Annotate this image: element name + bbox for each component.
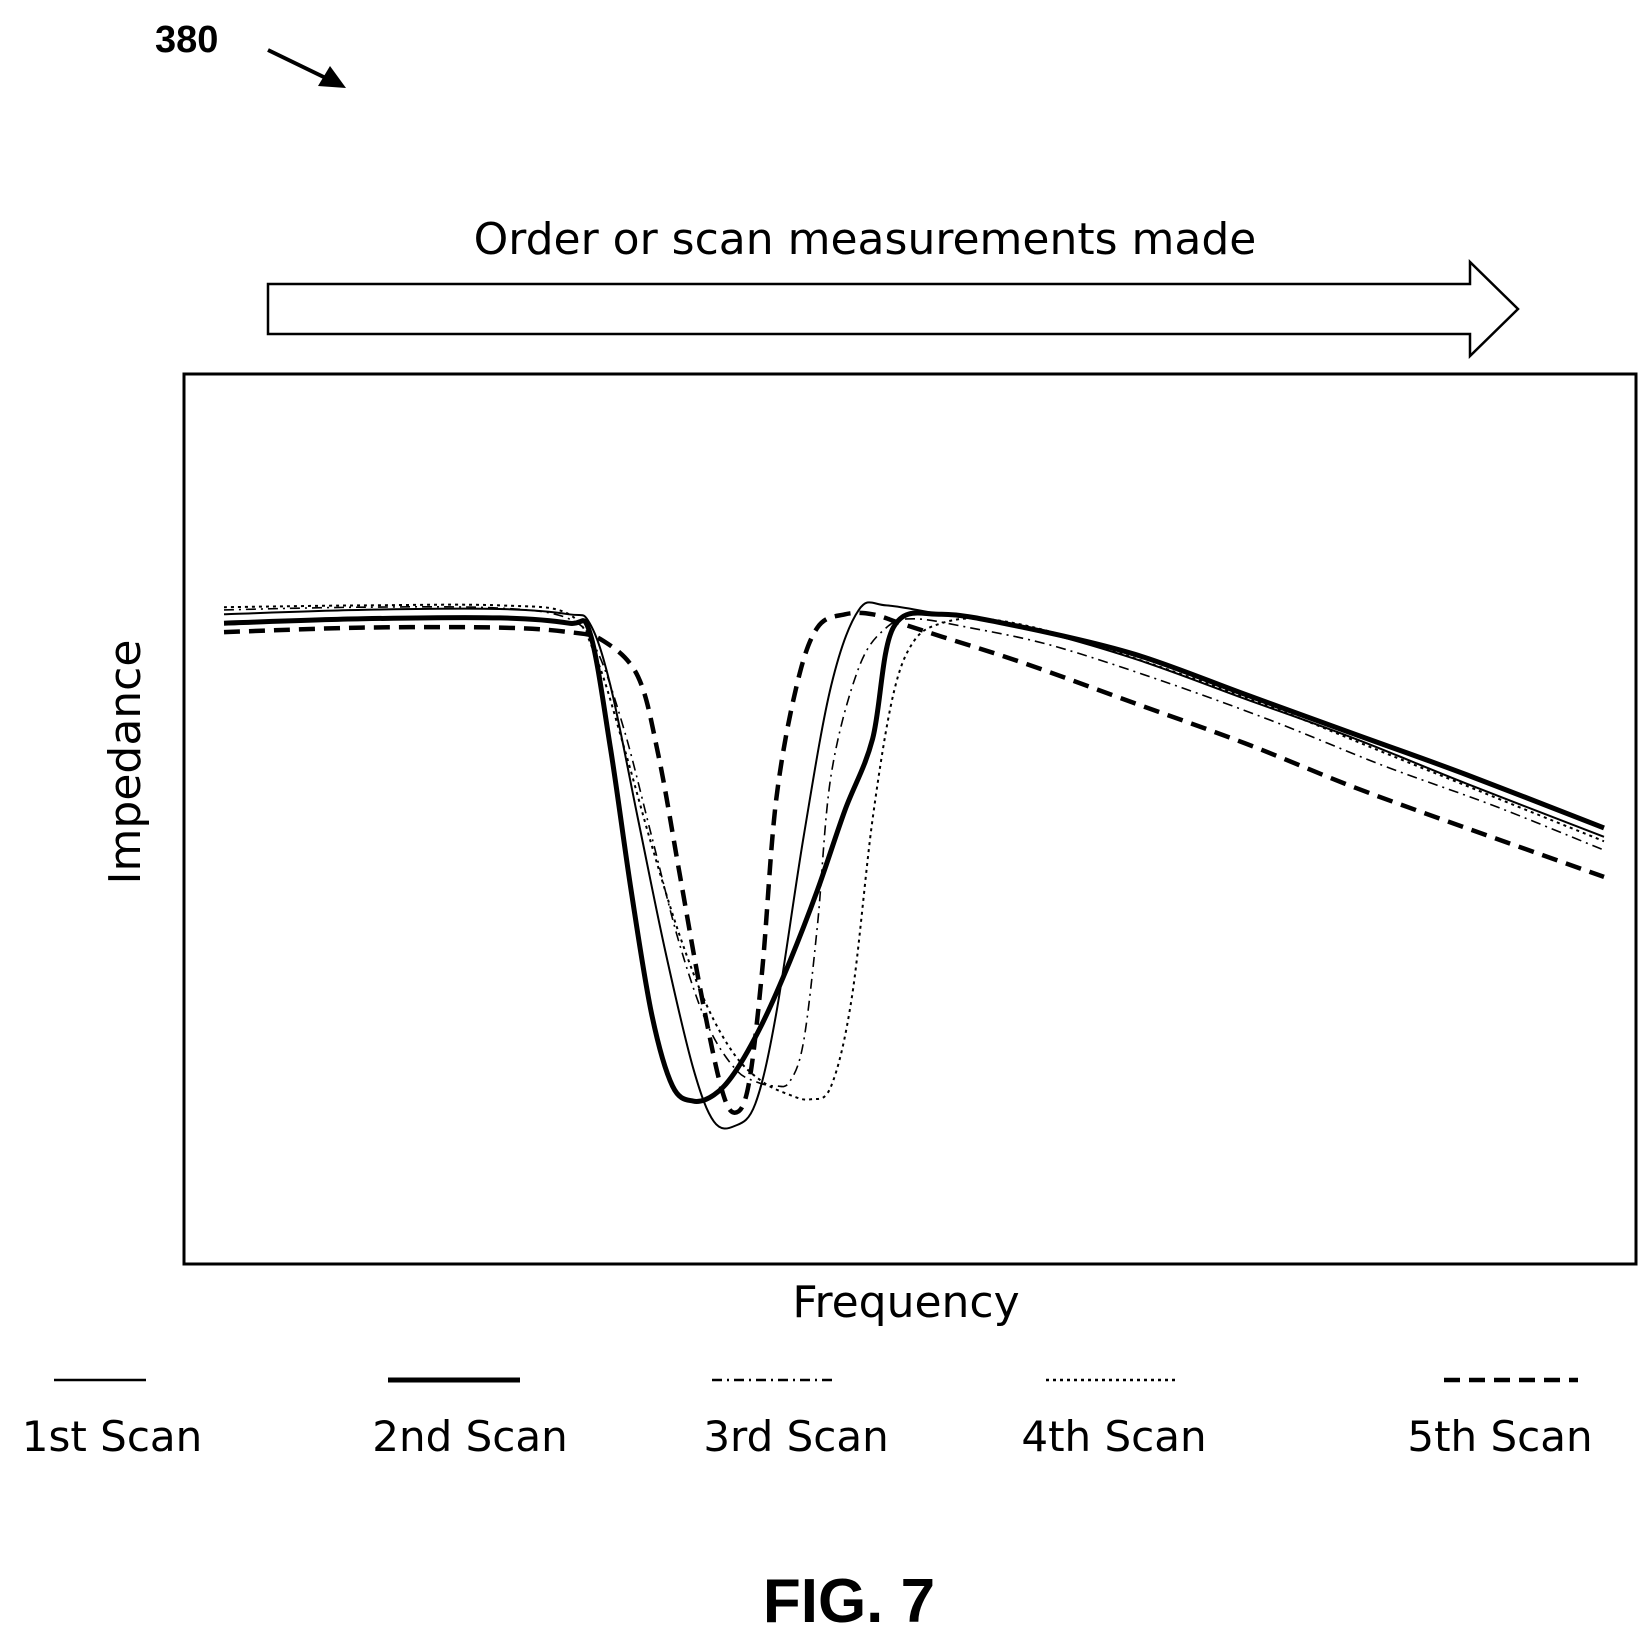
legend-label-4: 4th Scan [1021,1412,1206,1461]
plot-frame [182,372,1638,1266]
series-layer [223,601,1605,1130]
y-axis-label: Impedance [100,640,151,885]
series-line-5 [223,610,1605,1115]
legend-label-2: 2nd Scan [372,1412,567,1461]
figure-label: FIG. 7 [763,1567,935,1636]
legend-label-3: 3rd Scan [703,1412,888,1461]
progression-arrow [266,259,1520,359]
series-line-2 [223,610,1605,1104]
x-axis-label: Frequency [792,1277,1019,1328]
arrow-caption: Order or scan measurements made [474,214,1257,265]
series-line-1 [223,601,1605,1130]
reference-numeral: 380 [155,19,218,61]
legend-label-5: 5th Scan [1407,1412,1592,1461]
reference-leader-arrow [267,48,346,88]
series-line-4 [223,603,1605,1101]
legend: 1st Scan 2nd Scan 3rd Scan 4th Scan 5th Scan [22,1377,1593,1461]
series-line-3 [223,605,1605,1088]
legend-label-1: 1st Scan [22,1412,203,1461]
